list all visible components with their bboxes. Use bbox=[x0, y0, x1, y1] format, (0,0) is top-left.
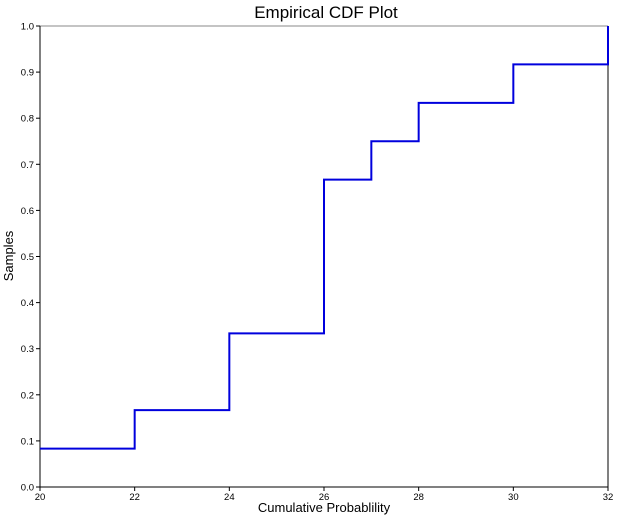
y-tick-label: 0.6 bbox=[21, 206, 34, 217]
x-tick-label: 20 bbox=[35, 492, 46, 503]
y-tick-label: 1.0 bbox=[21, 22, 34, 33]
x-tick-labels: 20 22 24 26 28 30 32 bbox=[35, 492, 614, 503]
x-axis-label: Cumulative Probablility bbox=[258, 500, 391, 515]
y-tick-label: 0.5 bbox=[21, 252, 34, 263]
x-tick-label: 22 bbox=[129, 492, 140, 503]
y-tick-label: 0.7 bbox=[21, 160, 34, 171]
x-tick-label: 30 bbox=[508, 492, 519, 503]
y-tick-label: 0.2 bbox=[21, 390, 34, 401]
y-tick-label: 0.8 bbox=[21, 114, 34, 125]
y-tick-label: 0.9 bbox=[21, 68, 34, 79]
cdf-step-line bbox=[40, 26, 609, 450]
x-tick-label: 32 bbox=[603, 492, 614, 503]
x-tick-label: 24 bbox=[224, 492, 235, 503]
chart-title: Empirical CDF Plot bbox=[254, 3, 398, 22]
x-tick-label: 28 bbox=[413, 492, 424, 503]
axis-ticks bbox=[36, 25, 609, 491]
y-tick-label: 0.0 bbox=[21, 483, 34, 494]
x-tick-label: 26 bbox=[319, 492, 330, 503]
y-axis-label: Samples bbox=[1, 230, 16, 281]
y-tick-label: 0.4 bbox=[21, 298, 34, 309]
y-tick-label: 0.3 bbox=[21, 344, 34, 355]
y-tick-label: 0.1 bbox=[21, 436, 34, 447]
y-tick-labels: 0.0 0.1 0.2 0.3 0.4 0.5 0.6 0.7 0.8 0.9 1.0 bbox=[21, 22, 34, 494]
